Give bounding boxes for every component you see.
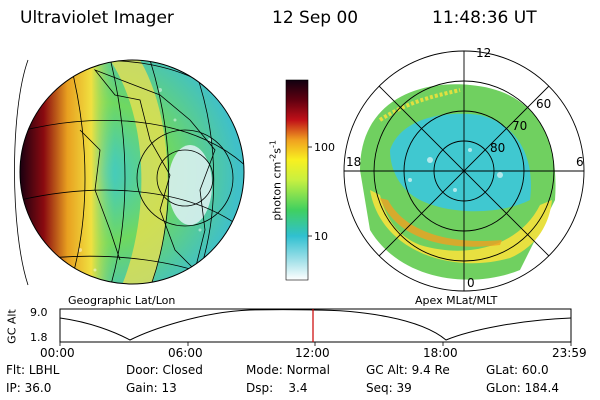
status-seq-value: 39 <box>396 381 412 395</box>
status-ip-key: IP: <box>6 381 21 395</box>
status-seq-key: Seq: <box>366 381 393 395</box>
polar-caption: Apex MLat/MLT <box>415 294 498 307</box>
status-glat-value: 60.0 <box>521 363 549 377</box>
xtick-00: 00:00 <box>40 346 75 360</box>
xtick-06: 06:00 <box>168 346 203 360</box>
altitude-ylabel: GC Alt <box>5 309 19 344</box>
status-mode-value: Normal <box>286 363 330 377</box>
mlt-label-18: 18 <box>346 155 362 169</box>
status-gain-key: Gain: <box>126 381 158 395</box>
status-ip-value: 36.0 <box>24 381 52 395</box>
lat-label-70: 70 <box>512 119 528 133</box>
status-filter-key: Flt: <box>6 363 25 377</box>
status-door-key: Door: <box>126 363 159 377</box>
lat-label-60: 60 <box>536 97 552 111</box>
status-glon-key: GLon: <box>486 381 521 395</box>
status-glon: GLon: 184.4 <box>486 381 559 395</box>
status-gain: Gain: 13 <box>126 381 177 395</box>
altitude-ytick-min: 1.8 <box>30 331 48 344</box>
status-filter-value: LBHL <box>28 363 60 377</box>
status-dsp-key: Dsp: <box>246 381 274 395</box>
status-door-value: Closed <box>162 363 203 377</box>
status-seq: Seq: 39 <box>366 381 412 395</box>
geographic-caption: Geographic Lat/Lon <box>68 294 176 307</box>
status-mode-key: Mode: <box>246 363 283 377</box>
mlt-label-0: 0 <box>467 276 475 290</box>
status-glon-value: 184.4 <box>524 381 559 395</box>
mlt-label-12: 12 <box>476 46 492 60</box>
altitude-ytick-max: 9.0 <box>30 306 48 319</box>
colorbar-tick-100: 100 <box>314 141 335 154</box>
status-ip: IP: 36.0 <box>6 381 51 395</box>
status-filter: Flt: LBHL <box>6 363 59 377</box>
xtick-12: 12:00 <box>295 346 330 360</box>
status-gc-alt-key: GC Alt: <box>366 363 408 377</box>
instrument-title: Ultraviolet Imager <box>20 8 174 28</box>
status-gain-value: 13 <box>161 381 177 395</box>
status-gc-alt-value: 9.4 Re <box>411 363 450 377</box>
status-dsp-value: 3.4 <box>288 381 308 395</box>
status-glat: GLat: 60.0 <box>486 363 549 377</box>
observation-date: 12 Sep 00 <box>272 8 359 28</box>
status-door: Door: Closed <box>126 363 203 377</box>
xtick-2359: 23:59 <box>552 346 587 360</box>
status-glat-key: GLat: <box>486 363 519 377</box>
colorbar-tick-10: 10 <box>314 230 328 243</box>
status-mode: Mode: Normal <box>246 363 330 377</box>
mlt-label-6: 6 <box>576 155 584 169</box>
lat-label-80: 80 <box>490 141 506 155</box>
observation-time: 11:48:36 UT <box>432 8 537 28</box>
status-dsp: Dsp: 3.4 <box>246 381 308 395</box>
xtick-18: 18:00 <box>423 346 458 360</box>
status-gc-alt: GC Alt: 9.4 Re <box>366 363 450 377</box>
